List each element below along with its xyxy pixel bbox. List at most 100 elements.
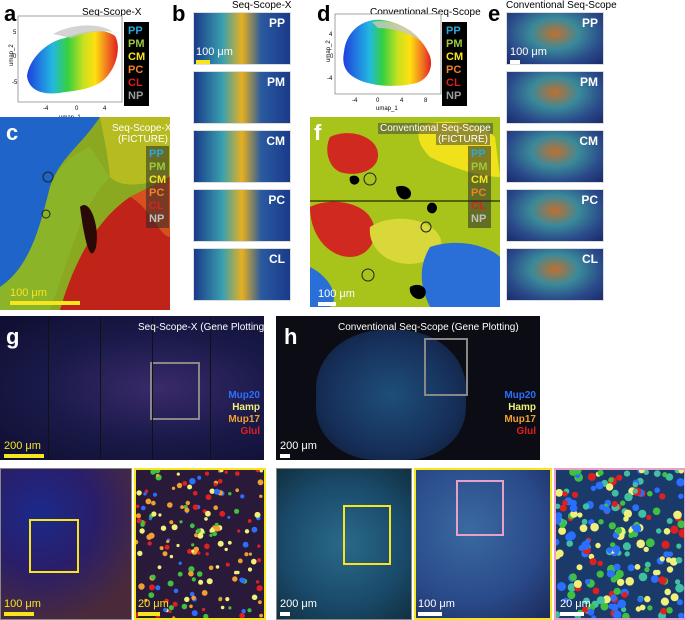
transcript-dot [639, 604, 646, 611]
zone-legend-d: PP PM CM PC CL NP [442, 22, 468, 106]
panel-h-title: Conventional Seq-Scope (Gene Plotting) [338, 322, 519, 333]
transcript-dot [178, 561, 182, 565]
transcript-dot [189, 478, 196, 485]
zone-tile-b-pp: PP [193, 12, 291, 65]
transcript-dot [171, 486, 176, 490]
transcript-dot [196, 571, 203, 577]
legend-d-pc: PC [446, 64, 462, 76]
transcript-dot [595, 481, 604, 490]
transcript-dot [632, 482, 638, 488]
transcript-dot [664, 588, 671, 596]
transcript-dot [556, 489, 563, 497]
scalebar-b: 100 μm [196, 44, 236, 64]
transcript-dot [256, 585, 263, 592]
transcript-dot [656, 528, 662, 534]
panel-e-title: Conventional Seq-Scope [506, 0, 617, 11]
transcript-dot [663, 528, 671, 535]
transcript-dot [650, 575, 659, 583]
transcript-dot [171, 524, 178, 531]
transcript-dot [665, 473, 674, 481]
zone-tile-label: CM [579, 134, 598, 148]
transcript-dot [234, 508, 240, 514]
transcript-dot [617, 599, 627, 609]
transcript-dot [141, 505, 146, 511]
transcript-dot [136, 504, 140, 508]
xtick-a-3: 4 [103, 106, 107, 112]
transcript-dot [205, 494, 212, 500]
transcript-dot [168, 610, 172, 614]
transcript-dot [217, 540, 224, 547]
transcript-dot [608, 477, 614, 483]
transcript-dot [556, 551, 561, 560]
legend-f-cm: CM [471, 174, 489, 186]
gene-legend-h: Mup20 Hamp Mup17 Glul [488, 390, 536, 438]
legend-np: NP [128, 90, 144, 102]
transcript-dot [180, 505, 184, 509]
scalebar-g-text: 200 μm [4, 440, 41, 452]
transcript-dot [570, 510, 578, 518]
transcript-dot [675, 583, 684, 593]
transcript-dot [227, 540, 232, 545]
legend-c-pp: PP [149, 148, 164, 160]
transcript-dot [567, 591, 576, 600]
transcript-dot [225, 562, 230, 567]
transcript-dot [587, 608, 595, 616]
transcript-dot [213, 505, 218, 510]
transcript-dot [139, 528, 145, 534]
transcript-dot [602, 595, 611, 604]
transcript-dot [232, 576, 238, 582]
ytick-d-3: -4 [327, 76, 333, 82]
scalebar-f: 100 μm [318, 286, 378, 306]
gene-plot-h [276, 316, 540, 460]
transcript-dot [588, 553, 595, 560]
transcript-dot [156, 473, 160, 478]
transcript-dot [214, 525, 220, 532]
transcript-dot [217, 479, 223, 484]
transcript-dot [613, 574, 620, 581]
transcript-dot [219, 470, 224, 473]
panel-c-title-2: (FICTURE) [118, 134, 168, 145]
transcript-dot [620, 500, 626, 506]
zone-legend-c: PP PM CM PC CL NP [146, 146, 170, 228]
legend-cl: CL [128, 77, 143, 89]
transcript-dot [643, 470, 649, 475]
transcript-dot [670, 593, 679, 602]
scalebar-g2: 20 μm [138, 596, 178, 616]
scalebar-g: 200 μm [4, 438, 64, 458]
scalebar-g1: 100 μm [4, 596, 64, 616]
transcript-dot [235, 471, 240, 476]
transcript-dot [237, 529, 241, 533]
transcript-dot [613, 563, 621, 571]
transcript-dot [191, 610, 198, 617]
transcript-dot [677, 520, 684, 529]
transcript-dot [644, 567, 650, 573]
transcript-dot [172, 601, 178, 607]
transcript-dot [251, 594, 258, 601]
transcript-dot [655, 569, 661, 576]
transcript-dot [169, 520, 174, 525]
panel-label-h: h [284, 324, 298, 349]
transcript-dot [240, 577, 246, 584]
transcript-dot [144, 598, 148, 602]
transcript-dot [155, 585, 161, 591]
transcript-dot [237, 558, 243, 564]
transcript-dot [632, 488, 638, 494]
transcript-dot [197, 475, 202, 480]
scalebar-b-text: 100 μm [196, 46, 233, 58]
gene-g-mup20: Mup20 [228, 390, 260, 401]
transcript-dot [241, 609, 246, 614]
transcript-dot [194, 533, 199, 538]
transcript-dot [627, 564, 635, 572]
transcript-dot [569, 470, 578, 476]
xlabel-d: umap_1 [376, 106, 398, 112]
transcript-dot [660, 607, 667, 615]
transcript-dot [193, 546, 199, 552]
transcript-dot [608, 522, 616, 530]
transcript-dot [669, 557, 678, 566]
transcript-dot [184, 596, 190, 603]
panel-label-f: f [314, 120, 322, 145]
panel-label-e: e [488, 1, 501, 26]
zone-legend-f: PP PM CM PC CL NP [468, 146, 492, 228]
transcript-dot [143, 492, 147, 496]
legend-d-cm: CM [446, 51, 464, 63]
